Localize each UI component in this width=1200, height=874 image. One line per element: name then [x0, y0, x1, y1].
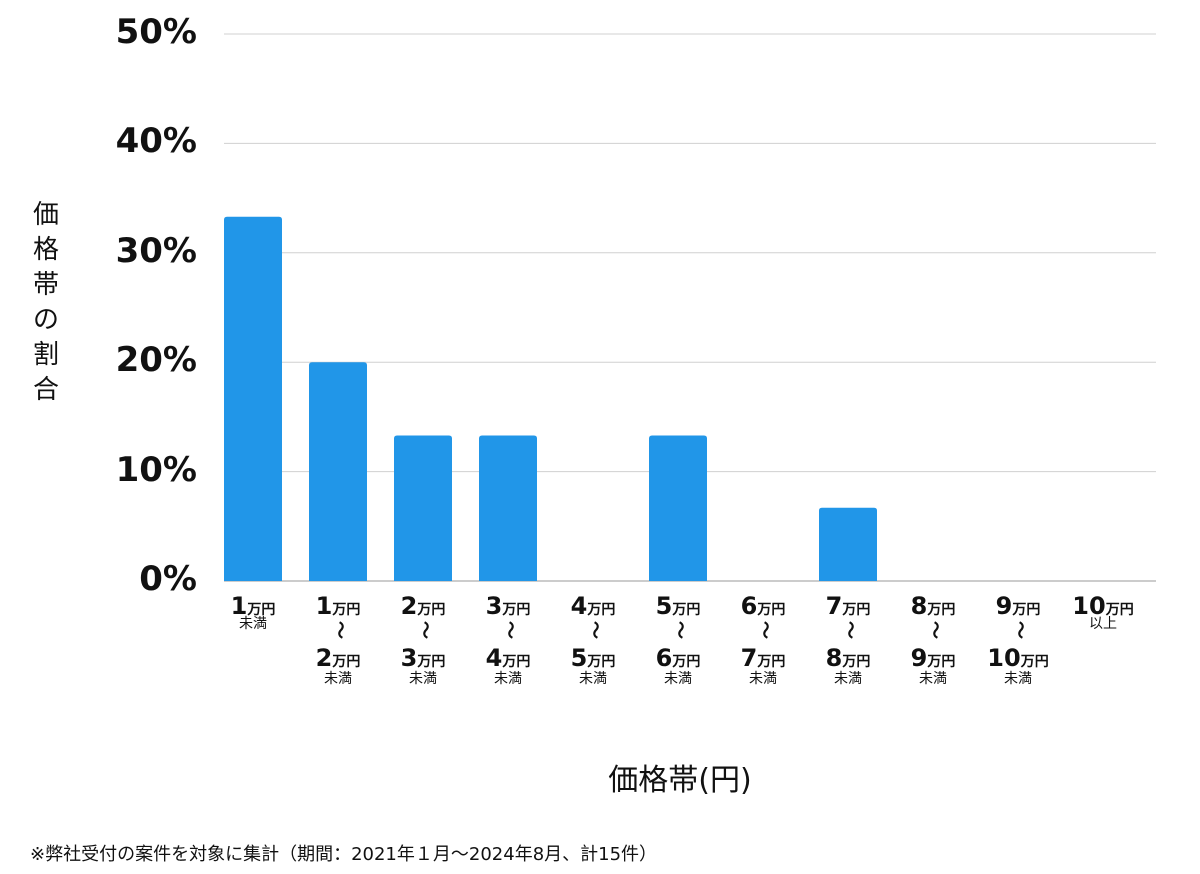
unit: 万円 [1012, 602, 1041, 618]
range-separator: 〜 [414, 621, 435, 639]
range-note: 未満 [919, 671, 947, 687]
range-note: 未満 [664, 671, 692, 687]
unit: 万円 [587, 654, 616, 670]
range-to: 7 [740, 644, 758, 672]
range-separator: 〜 [839, 621, 860, 639]
range-from: 4 [570, 592, 588, 620]
unit: 万円 [1105, 602, 1134, 618]
x-tick-label: 4万円〜 5万円 未満 [551, 594, 635, 690]
unit: 万円 [927, 602, 956, 618]
unit: 万円 [927, 654, 956, 670]
footnote: ※弊社受付の案件を対象に集計（期間：2021年１月〜2024年8月、計15件） [30, 844, 658, 865]
range-separator: 〜 [924, 621, 945, 639]
unit: 万円 [842, 602, 871, 618]
bar [479, 435, 537, 581]
range-separator: 〜 [1009, 621, 1030, 639]
x-tick-label: 9万円〜 10万円 未満 [976, 594, 1060, 690]
range-from: 1 [230, 592, 248, 620]
y-tick-label: 10% [115, 449, 197, 490]
range-to: 4 [485, 644, 503, 672]
x-tick-label: 2万円〜 3万円 未満 [381, 594, 465, 690]
unit: 万円 [672, 602, 701, 618]
range-separator: 〜 [499, 621, 520, 639]
range-from: 8 [910, 592, 928, 620]
bar [394, 435, 452, 581]
unit: 万円 [672, 654, 701, 670]
range-note: 未満 [749, 671, 777, 687]
range-note: 未満 [409, 671, 437, 687]
x-tick-label: 1万円〜 2万円 未満 [296, 594, 380, 690]
bar [649, 435, 707, 581]
x-tick-label: 10万円 以上 [1061, 594, 1145, 635]
range-to: 3 [400, 644, 418, 672]
unit: 万円 [587, 602, 616, 618]
bar [224, 216, 282, 581]
range-from: 7 [825, 592, 843, 620]
x-tick-label: 5万円〜 6万円 未満 [636, 594, 720, 690]
unit: 万円 [757, 602, 786, 618]
unit: 万円 [247, 602, 276, 618]
y-tick-label: 20% [115, 340, 197, 381]
range-to: 2 [315, 644, 333, 672]
unit: 万円 [757, 654, 786, 670]
y-tick-label: 40% [115, 121, 197, 162]
y-tick-label: 30% [115, 230, 197, 271]
range-separator: 〜 [329, 621, 350, 639]
range-note: 未満 [579, 671, 607, 687]
range-to: 10 [987, 644, 1021, 672]
x-tick-label: 8万円〜 9万円 未満 [891, 594, 975, 690]
range-separator: 〜 [584, 621, 605, 639]
range-note: 未満 [324, 671, 352, 687]
unit: 万円 [502, 602, 531, 618]
range-to: 9 [910, 644, 928, 672]
x-tick-label: 6万円〜 7万円 未満 [721, 594, 805, 690]
range-from: 2 [400, 592, 418, 620]
bar [819, 507, 877, 581]
range-note: 以上 [1089, 616, 1117, 632]
x-axis-title: 価格帯(円) [608, 763, 752, 798]
range-note: 未満 [1004, 671, 1032, 687]
unit: 万円 [332, 654, 361, 670]
y-tick-label: 50% [115, 12, 197, 52]
unit: 万円 [332, 602, 361, 618]
y-tick-label: 0% [139, 559, 197, 599]
range-from: 5 [655, 592, 673, 620]
unit: 万円 [1020, 654, 1049, 670]
bar [309, 362, 367, 581]
range-from: 10 [1072, 592, 1106, 620]
range-to: 5 [570, 644, 588, 672]
range-to: 8 [825, 644, 843, 672]
range-separator: 〜 [754, 621, 775, 639]
unit: 万円 [417, 654, 446, 670]
range-note: 未満 [494, 671, 522, 687]
range-note: 未満 [834, 671, 862, 687]
x-tick-label: 3万円〜 4万円 未満 [466, 594, 550, 690]
x-tick-label: 7万円〜 8万円 未満 [806, 594, 890, 690]
range-from: 9 [995, 592, 1013, 620]
x-tick-label: 1万円 未満 [211, 594, 295, 635]
unit: 万円 [417, 602, 446, 618]
unit: 万円 [502, 654, 531, 670]
range-to: 6 [655, 644, 673, 672]
range-note: 未満 [239, 616, 267, 632]
range-separator: 〜 [669, 621, 690, 639]
y-axis-title: 価格帯の割合 [32, 200, 59, 405]
range-from: 6 [740, 592, 758, 620]
range-from: 1 [315, 592, 333, 620]
unit: 万円 [842, 654, 871, 670]
range-from: 3 [485, 592, 503, 620]
